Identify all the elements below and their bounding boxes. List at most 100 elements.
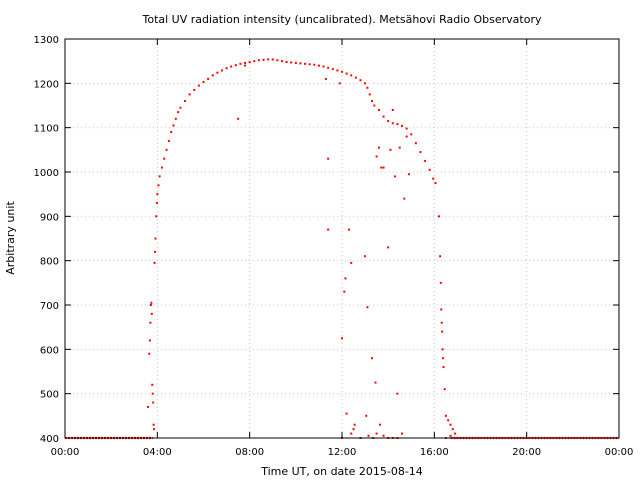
data-point <box>234 64 237 67</box>
data-point <box>170 131 173 134</box>
data-point <box>308 63 311 66</box>
data-point <box>345 72 348 75</box>
data-point <box>154 250 157 253</box>
data-point <box>391 122 394 125</box>
x-tick-label: 16:00 <box>420 447 449 458</box>
data-point <box>244 64 247 67</box>
data-point <box>280 60 283 63</box>
data-point <box>343 290 346 293</box>
data-point <box>440 308 443 311</box>
data-point <box>322 65 325 68</box>
data-point <box>211 74 214 77</box>
data-point <box>365 414 368 417</box>
data-point <box>401 432 404 435</box>
data-point <box>410 133 413 136</box>
data-point <box>401 124 404 127</box>
data-point <box>359 79 362 82</box>
data-point <box>377 108 380 111</box>
data-point <box>341 70 343 73</box>
x-tick-label: 08:00 <box>235 447 264 458</box>
data-point <box>439 281 442 284</box>
data-point <box>366 86 369 89</box>
x-tick-label: 00:00 <box>605 447 634 458</box>
data-point <box>380 166 383 169</box>
data-point <box>405 127 408 130</box>
data-point <box>451 428 454 431</box>
data-point <box>382 166 385 169</box>
x-tick-label: 20:00 <box>512 447 541 458</box>
data-point <box>153 261 156 264</box>
y-tick-label: 1200 <box>34 79 59 90</box>
data-point <box>350 74 353 77</box>
x-tick-label: 00:00 <box>51 447 80 458</box>
data-point <box>405 135 408 138</box>
data-point <box>447 419 450 422</box>
data-point <box>324 77 327 80</box>
data-point <box>220 69 223 72</box>
data-point <box>262 58 265 61</box>
data-point <box>174 117 177 120</box>
data-point <box>371 100 374 103</box>
data-point <box>331 68 334 71</box>
data-point <box>271 58 274 61</box>
data-point <box>156 193 159 196</box>
data-point <box>167 139 170 142</box>
y-tick-label: 1000 <box>34 168 59 179</box>
data-point <box>179 106 182 109</box>
data-point <box>437 215 440 218</box>
data-point <box>387 120 390 123</box>
data-point <box>336 69 339 72</box>
y-tick-label: 700 <box>40 301 59 312</box>
y-tick-label: 1100 <box>34 124 59 135</box>
data-point <box>239 62 242 65</box>
data-point <box>414 142 417 145</box>
data-point <box>257 59 260 62</box>
data-point <box>377 146 380 149</box>
data-point <box>341 337 343 340</box>
data-point <box>237 117 240 120</box>
data-point <box>364 255 367 258</box>
y-tick-label: 900 <box>40 212 59 223</box>
data-point <box>155 202 158 205</box>
data-point <box>449 434 452 437</box>
data-point <box>441 348 444 351</box>
data-point <box>389 148 392 151</box>
data-point <box>154 237 157 240</box>
data-point <box>373 104 376 107</box>
data-point <box>442 357 445 360</box>
data-point <box>153 428 156 431</box>
axis-ticks: 400 500 600 700 800 900 1000 1100 1200 1300 00:00 0… <box>34 35 634 458</box>
data-point <box>366 306 369 309</box>
data-point <box>367 434 370 437</box>
data-point <box>290 61 293 64</box>
y-axis-label: Arbitrary unit <box>4 201 17 275</box>
data-point <box>375 155 378 158</box>
x-tick-label: 04:00 <box>143 447 172 458</box>
data-point <box>327 66 330 69</box>
data-point <box>163 157 166 160</box>
data-point <box>267 58 270 61</box>
y-tick-label: 1300 <box>34 35 59 46</box>
data-point <box>439 255 442 258</box>
data-point <box>294 61 297 64</box>
data-point <box>382 434 385 437</box>
data-point <box>244 61 247 64</box>
data-point <box>165 148 168 151</box>
data-point <box>230 65 233 68</box>
data-point <box>396 123 399 126</box>
data-point <box>317 64 320 67</box>
data-point <box>345 412 348 415</box>
data-point <box>398 146 401 149</box>
data-point <box>149 304 152 306</box>
data-point <box>432 177 435 180</box>
data-point <box>391 108 394 111</box>
data-point <box>371 357 374 360</box>
plot-frame <box>64 38 620 439</box>
data-point <box>347 228 350 231</box>
x-axis-label: Time UT, on date 2015-08-14 <box>260 465 423 478</box>
data-point <box>158 175 161 178</box>
data-point <box>354 76 357 79</box>
data-point <box>350 261 353 264</box>
data-point <box>147 405 150 408</box>
